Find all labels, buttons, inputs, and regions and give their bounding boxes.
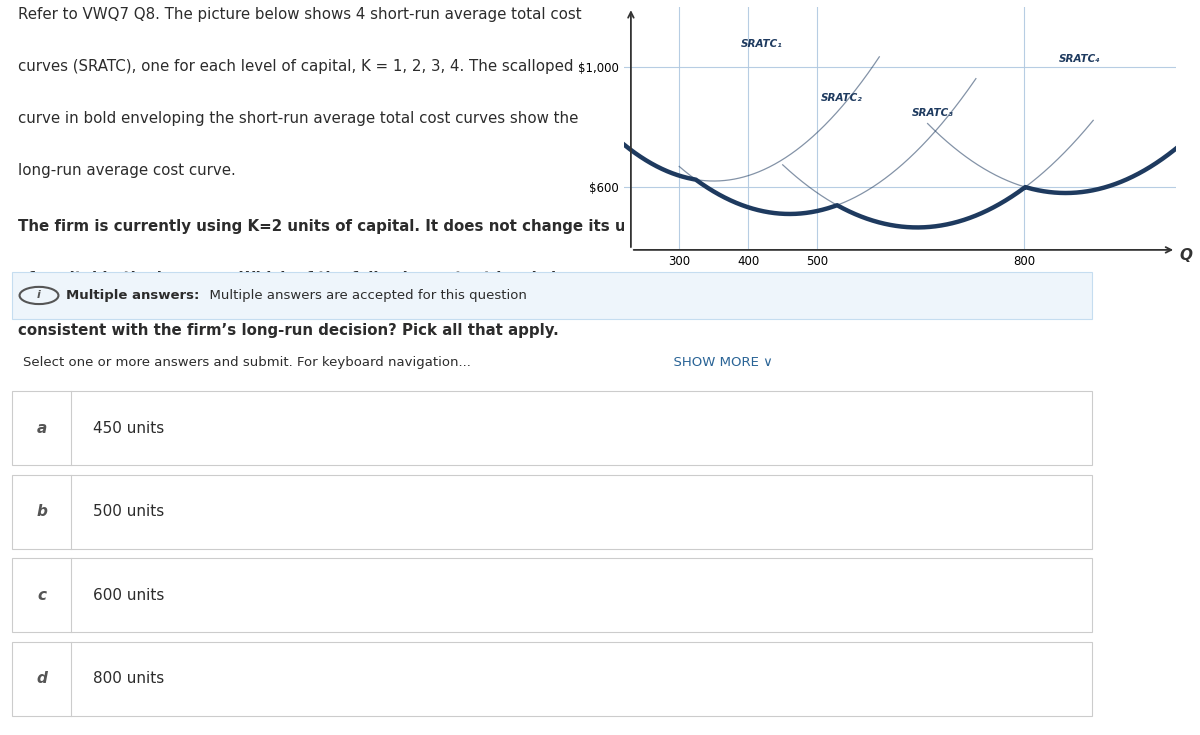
Text: SRATC₂: SRATC₂ bbox=[821, 93, 863, 103]
Text: The firm is currently using K=2 units of capital. It does not change its use: The firm is currently using K=2 units of… bbox=[18, 219, 644, 234]
Text: SRATC₄: SRATC₄ bbox=[1058, 54, 1100, 64]
Text: curves (SRATC), one for each level of capital, K = 1, 2, 3, 4. The scalloped: curves (SRATC), one for each level of ca… bbox=[18, 59, 574, 74]
Text: Select one or more answers and submit. For keyboard navigation...: Select one or more answers and submit. F… bbox=[23, 356, 470, 369]
Text: Multiple answers are accepted for this question: Multiple answers are accepted for this q… bbox=[202, 289, 527, 302]
Text: Multiple answers:: Multiple answers: bbox=[66, 289, 199, 302]
Text: Cost: Cost bbox=[628, 0, 662, 1]
FancyBboxPatch shape bbox=[12, 559, 1092, 632]
Text: b: b bbox=[36, 504, 47, 519]
FancyBboxPatch shape bbox=[12, 475, 1092, 548]
Text: 450 units: 450 units bbox=[94, 420, 164, 436]
Text: d: d bbox=[36, 671, 47, 686]
Text: of capital in the long-run. Which of the following output levels is: of capital in the long-run. Which of the… bbox=[18, 270, 565, 286]
Text: consistent with the firm’s long-run decision? Pick all that apply.: consistent with the firm’s long-run deci… bbox=[18, 323, 559, 337]
Text: Q: Q bbox=[1180, 248, 1193, 263]
Text: 800 units: 800 units bbox=[94, 671, 164, 686]
Text: c: c bbox=[37, 588, 47, 603]
Text: SRATC₁: SRATC₁ bbox=[742, 39, 782, 49]
Text: a: a bbox=[36, 420, 47, 436]
Text: long-run average cost curve.: long-run average cost curve. bbox=[18, 162, 235, 178]
Text: 500 units: 500 units bbox=[94, 504, 164, 519]
FancyBboxPatch shape bbox=[12, 391, 1092, 465]
Text: curve in bold enveloping the short-run average total cost curves show the: curve in bold enveloping the short-run a… bbox=[18, 111, 578, 126]
FancyBboxPatch shape bbox=[12, 642, 1092, 716]
Text: SHOW MORE ∨: SHOW MORE ∨ bbox=[665, 356, 773, 369]
Text: 600 units: 600 units bbox=[94, 588, 164, 603]
Text: Refer to VWQ7 Q8. The picture below shows 4 short-run average total cost: Refer to VWQ7 Q8. The picture below show… bbox=[18, 7, 582, 22]
FancyBboxPatch shape bbox=[12, 272, 1092, 320]
Text: i: i bbox=[37, 290, 41, 301]
Text: SRATC₃: SRATC₃ bbox=[912, 108, 954, 118]
